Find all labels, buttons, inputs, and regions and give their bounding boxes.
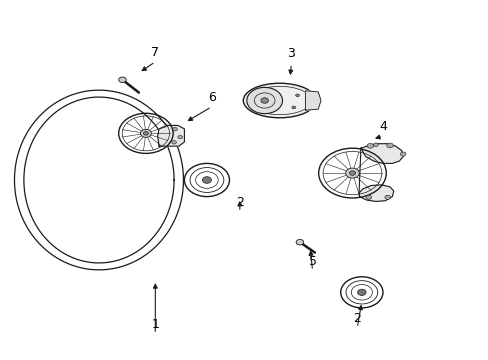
Circle shape [366, 195, 371, 199]
Circle shape [373, 143, 378, 147]
Text: 6: 6 [207, 91, 215, 104]
Circle shape [171, 141, 176, 144]
Text: 2: 2 [235, 196, 243, 209]
Text: 5: 5 [308, 255, 316, 268]
Circle shape [172, 127, 177, 131]
Circle shape [349, 171, 355, 175]
Ellipse shape [243, 83, 315, 118]
Polygon shape [358, 185, 393, 202]
Text: 2: 2 [352, 312, 360, 325]
Circle shape [400, 152, 405, 156]
Circle shape [143, 131, 148, 135]
Polygon shape [305, 91, 320, 110]
Text: 3: 3 [287, 48, 295, 60]
Circle shape [357, 289, 366, 296]
Circle shape [202, 177, 211, 183]
Text: 7: 7 [151, 46, 159, 59]
Circle shape [119, 77, 126, 82]
Circle shape [386, 143, 392, 148]
Polygon shape [157, 125, 184, 146]
Circle shape [296, 239, 303, 245]
Circle shape [246, 87, 282, 114]
Circle shape [345, 168, 359, 178]
Circle shape [140, 129, 151, 138]
Circle shape [291, 106, 295, 109]
Circle shape [178, 135, 182, 139]
Circle shape [261, 98, 268, 103]
Circle shape [295, 94, 299, 97]
Text: 1: 1 [151, 318, 159, 331]
Polygon shape [360, 144, 402, 163]
Text: 4: 4 [378, 120, 386, 133]
Circle shape [366, 143, 373, 148]
Circle shape [384, 195, 390, 199]
